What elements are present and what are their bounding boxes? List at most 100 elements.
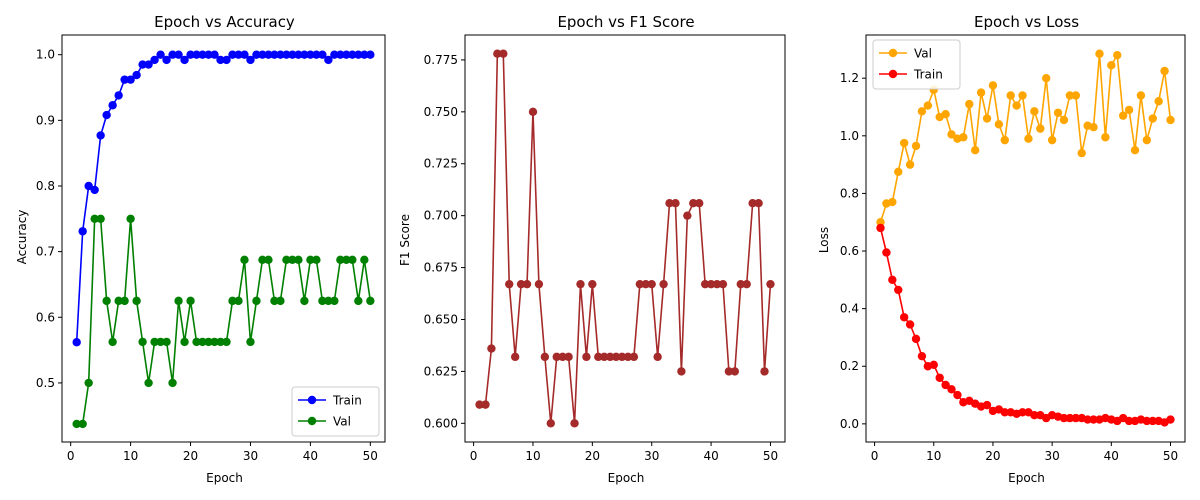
accuracy-val-point: [222, 337, 231, 347]
loss-train-point: [1166, 415, 1175, 424]
loss-val-point: [1095, 49, 1104, 58]
loss-val-point: [994, 120, 1004, 129]
loss-val-point: [1042, 74, 1051, 83]
accuracy-val-point: [78, 419, 87, 429]
loss-train-point: [888, 275, 897, 285]
f1-y-tick-label: 0.625: [424, 364, 458, 378]
loss-val-point: [1071, 91, 1081, 100]
f1-series-point: [582, 352, 591, 362]
loss-plot-area: 0 10 20 30 40 50 0.0 0.2 0.4 0.6 0.8 1.0 1.2 Val Train: [840, 34, 1186, 463]
f1-series-point: [576, 279, 585, 289]
accuracy-train-point: [330, 50, 339, 59]
f1-series-point: [570, 419, 579, 428]
f1-series-point: [742, 279, 751, 289]
loss-train-point: [1018, 408, 1027, 417]
accuracy-val-point: [312, 255, 321, 265]
accuracy-train-point: [348, 50, 357, 59]
accuracy-y-tick-label: 0.6: [36, 310, 55, 324]
accuracy-train-point: [192, 50, 201, 59]
f1-series-point: [505, 279, 514, 289]
f1-x-tick-label: 0: [470, 449, 478, 463]
accuracy-val-point: [318, 296, 327, 306]
loss-val-point: [1142, 135, 1152, 145]
accuracy-y-tick-label: 0.8: [36, 179, 55, 193]
f1-series-point: [647, 279, 656, 289]
accuracy-x-tick-label: 50: [363, 449, 378, 463]
loss-x-tick-label: 20: [985, 449, 1000, 463]
accuracy-val-point: [174, 296, 183, 306]
loss-train-point: [905, 320, 915, 329]
f1-y-tick-label: 0.650: [424, 312, 458, 326]
accuracy-train-point: [204, 50, 213, 59]
loss-val-point: [941, 110, 950, 119]
f1-series-point: [540, 352, 550, 362]
loss-legend-val-marker: [888, 48, 898, 58]
f1-series-point: [475, 400, 484, 409]
loss-val-point: [911, 141, 921, 151]
accuracy-x-tick-label: 0: [67, 449, 75, 463]
f1-series-point: [665, 198, 674, 208]
accuracy-y-tick-label: 0.5: [36, 376, 55, 390]
loss-train-point: [1030, 411, 1039, 420]
accuracy-val-point: [246, 337, 255, 347]
accuracy-train-point: [342, 50, 351, 59]
loss-val-point: [1018, 91, 1027, 100]
accuracy-val-point: [324, 296, 333, 306]
loss-x-tick-label: 40: [1104, 449, 1119, 463]
accuracy-val-point: [348, 255, 357, 265]
accuracy-y-tick-label: 1.0: [36, 48, 55, 62]
accuracy-val-point: [258, 255, 267, 265]
accuracy-val-point: [360, 255, 369, 265]
loss-y-tick-label: 0.6: [840, 244, 859, 258]
loss-chart: Epoch vs Loss Epoch Loss 0 10 20 30 40 500.00…: [817, 13, 1186, 485]
loss-val-point: [905, 160, 915, 169]
accuracy-val-point: [330, 296, 339, 306]
accuracy-train-point: [318, 50, 327, 59]
accuracy-val-point: [306, 255, 315, 265]
accuracy-val-point: [168, 378, 177, 388]
accuracy-train-point: [282, 50, 291, 59]
f1-series-point: [528, 107, 538, 117]
accuracy-val-point: [216, 337, 225, 347]
loss-val-point: [1059, 115, 1069, 125]
accuracy-val-point: [342, 255, 351, 265]
loss-train-point: [876, 223, 885, 233]
f1-series-point: [700, 279, 710, 289]
f1-series-point: [499, 49, 508, 58]
accuracy-train-point: [72, 338, 81, 347]
accuracy-train-point: [156, 50, 165, 59]
accuracy-train-point: [144, 60, 153, 69]
f1-series-point: [546, 419, 555, 428]
loss-x-tick-label: 10: [926, 449, 941, 463]
accuracy-train-point: [150, 55, 159, 65]
loss-val-point: [976, 88, 986, 97]
f1-series-point: [623, 352, 633, 362]
accuracy-val-point: [264, 255, 273, 265]
f1-x-tick-label: 10: [525, 449, 540, 463]
accuracy-train-point: [210, 50, 219, 59]
f1-series-point: [706, 279, 716, 289]
accuracy-train-point: [258, 50, 267, 59]
accuracy-train-point: [162, 55, 171, 65]
accuracy-val-point: [270, 296, 279, 306]
loss-train-point: [953, 390, 962, 400]
accuracy-train-point: [186, 50, 195, 59]
loss-train-point: [1124, 416, 1134, 426]
accuracy-train-point: [222, 55, 231, 65]
accuracy-train-point: [312, 50, 321, 59]
f1-series-point: [641, 279, 650, 289]
accuracy-y-tick-label: 0.7: [36, 245, 55, 259]
accuracy-train-point: [366, 50, 375, 59]
loss-y-tick-label: 0.4: [840, 302, 859, 316]
accuracy-val-point: [120, 296, 129, 306]
f1-y-tick-label: 0.775: [424, 53, 458, 67]
accuracy-y-tick-label: 0.9: [36, 113, 55, 127]
f1-series-point: [635, 279, 645, 289]
loss-val-point: [1166, 115, 1175, 125]
accuracy-train-point: [180, 55, 189, 65]
accuracy-val-point: [150, 337, 159, 347]
accuracy-val-point: [336, 255, 345, 265]
f1-series-point: [724, 367, 734, 376]
accuracy-legend-val-label: Val: [333, 415, 351, 429]
